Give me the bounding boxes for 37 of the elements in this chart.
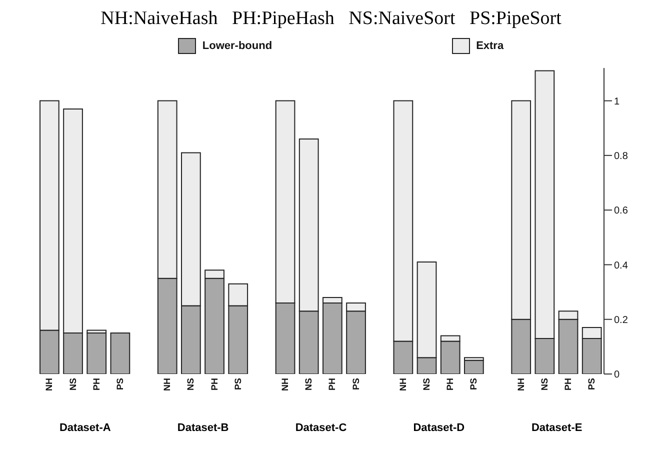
x-tick-label: PH <box>327 378 338 391</box>
legend-label: Lower-bound <box>202 40 272 52</box>
x-tick-label: NS <box>186 378 196 391</box>
y-tick-label: 0.2 <box>614 314 628 326</box>
text: Dataset-E <box>530 422 584 434</box>
x-tick-label: PH <box>563 378 574 391</box>
x-tick-label: PS <box>350 378 361 390</box>
text: Dataset-A <box>58 422 112 434</box>
y-tick-label: 0.6 <box>614 206 628 217</box>
y-tick-label: 0.4 <box>614 260 628 272</box>
x-tick-label: NH <box>516 378 526 391</box>
text: Dataset-D <box>412 422 466 434</box>
x-tick-label: NS <box>422 378 432 391</box>
x-tick-label: NH <box>44 378 54 391</box>
x-tick-label: NH <box>280 378 290 391</box>
y-tick-label: 0.8 <box>614 150 628 162</box>
bar <box>86 332 107 374</box>
y-tick-label: 0 <box>614 370 620 381</box>
x-tick-label: NS <box>68 378 78 391</box>
x-tick-label: PS <box>114 378 125 390</box>
chart-title: NH:NaiveHash PH:PipeHash NS:NaiveSort PS:PipeSort <box>100 8 562 30</box>
bar <box>110 332 130 374</box>
bar <box>464 360 484 374</box>
legend-label: Extra <box>476 40 504 52</box>
x-tick-label: NH <box>162 378 172 391</box>
x-tick-label: NS <box>539 378 550 391</box>
x-tick-label: NS <box>304 378 314 391</box>
x-tick-label: PH <box>445 378 456 391</box>
y-tick-label: 1 <box>614 96 620 108</box>
x-tick-label: PH <box>209 378 220 391</box>
x-tick-label: PH <box>91 378 102 391</box>
x-tick-label: NH <box>398 378 408 391</box>
text: Dataset-B <box>176 422 230 434</box>
x-tick-label: PS <box>232 378 243 390</box>
x-tick-label: PS <box>586 378 597 390</box>
text: Dataset-C <box>294 422 348 434</box>
x-tick-label: PS <box>468 378 479 390</box>
